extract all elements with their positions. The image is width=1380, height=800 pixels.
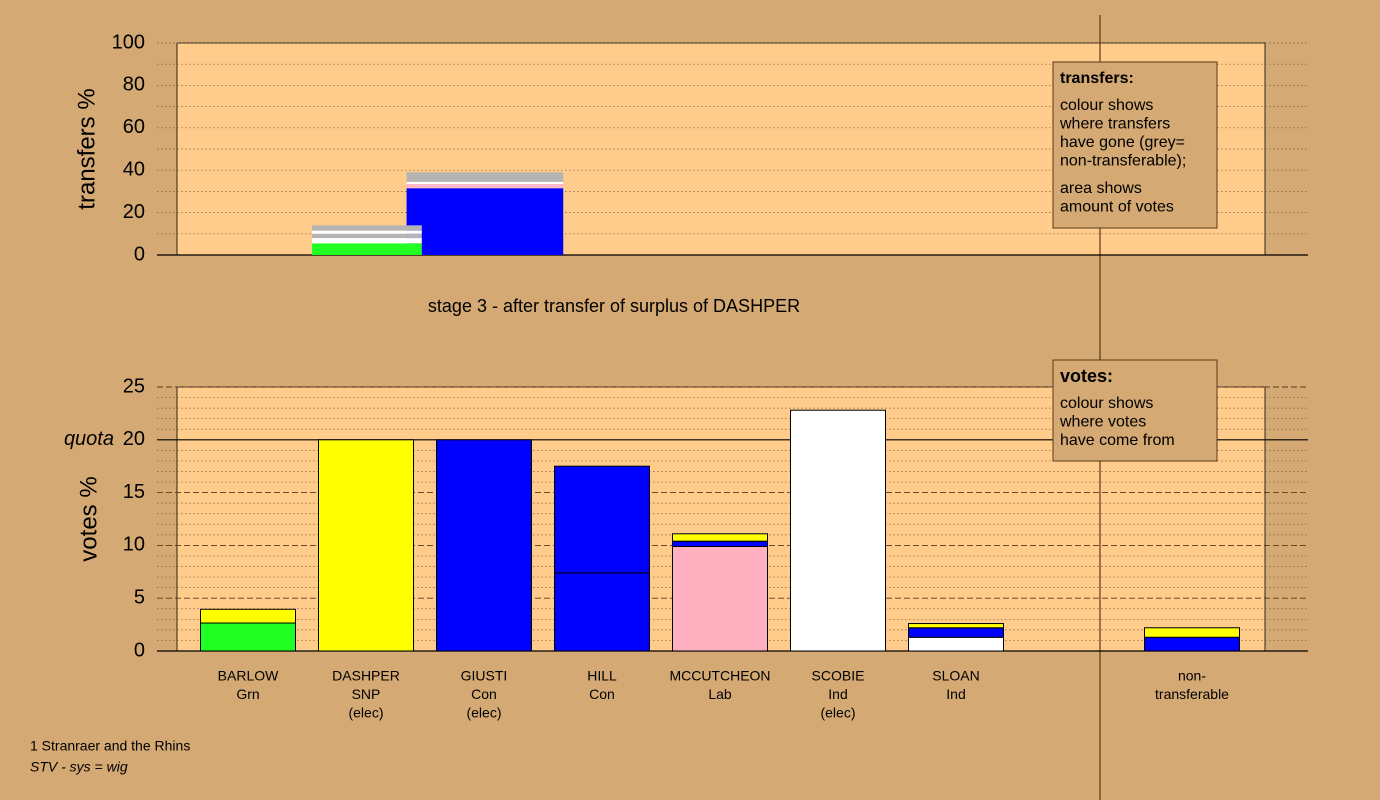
note-line: colour shows bbox=[1060, 395, 1153, 412]
x-tick-label: (elec) bbox=[820, 705, 855, 721]
footer-line: STV - sys = wig bbox=[30, 759, 128, 775]
y-tick-label: 0 bbox=[134, 243, 145, 265]
x-tick-label: Lab bbox=[708, 686, 732, 702]
y-axis-title: votes % bbox=[75, 476, 102, 561]
note-line: where votes bbox=[1059, 414, 1146, 431]
quota-label: quota bbox=[64, 428, 114, 450]
x-tick-label: BARLOW bbox=[218, 668, 279, 684]
stage-title: stage 3 - after transfer of surplus of D… bbox=[428, 296, 800, 316]
note-line: colour shows bbox=[1060, 97, 1153, 114]
y-tick-label: 20 bbox=[123, 428, 145, 450]
note-line: have come from bbox=[1060, 432, 1175, 449]
vote-segment bbox=[554, 572, 650, 652]
x-tick-label: SCOBIE bbox=[812, 668, 865, 684]
vote-segment bbox=[1144, 627, 1240, 638]
vote-segment bbox=[318, 439, 414, 652]
transfer-segment bbox=[311, 230, 422, 234]
footer-line: 1 Stranraer and the Rhins bbox=[30, 738, 190, 754]
vote-segment bbox=[790, 409, 886, 652]
y-tick-label: 20 bbox=[123, 201, 145, 223]
x-tick-label: (elec) bbox=[348, 705, 383, 721]
x-tick-label: HILL bbox=[587, 668, 617, 684]
vote-segment bbox=[436, 439, 532, 652]
note-title: transfers: bbox=[1060, 70, 1134, 87]
vote-segment bbox=[672, 533, 768, 542]
x-tick-label: MCCUTCHEON bbox=[669, 668, 770, 684]
y-tick-label: 25 bbox=[123, 375, 145, 397]
vote-segment bbox=[672, 540, 768, 547]
y-tick-label: 5 bbox=[134, 586, 145, 608]
vote-segment bbox=[1144, 636, 1240, 652]
vote-segment bbox=[672, 545, 768, 652]
x-tick-label: Grn bbox=[236, 686, 259, 702]
x-tick-label: non- bbox=[1178, 668, 1206, 684]
transfer-segment bbox=[311, 225, 422, 231]
x-tick-label: Con bbox=[471, 686, 497, 702]
x-tick-label: (elec) bbox=[466, 705, 501, 721]
x-tick-label: transferable bbox=[1155, 686, 1229, 702]
x-tick-label: DASHPER bbox=[332, 668, 400, 684]
note-title: votes: bbox=[1060, 366, 1113, 386]
note-line: area shows bbox=[1060, 180, 1142, 197]
vote-segment bbox=[908, 636, 1004, 652]
y-tick-label: 80 bbox=[123, 74, 145, 96]
vote-segment bbox=[908, 627, 1004, 638]
x-tick-label: Con bbox=[589, 686, 615, 702]
vote-segment bbox=[200, 622, 296, 652]
note-line: where transfers bbox=[1059, 116, 1170, 133]
transfer-segment bbox=[406, 188, 564, 255]
transfer-segment bbox=[311, 243, 422, 255]
x-tick-label: SNP bbox=[352, 686, 381, 702]
note-box bbox=[1052, 359, 1218, 462]
transfer-segment bbox=[406, 183, 564, 189]
vote-segment bbox=[200, 608, 296, 624]
x-tick-label: Ind bbox=[828, 686, 847, 702]
y-tick-label: 10 bbox=[123, 534, 145, 556]
vote-segment bbox=[908, 623, 1004, 629]
transfer-segment bbox=[311, 238, 422, 244]
note-line: amount of votes bbox=[1060, 199, 1174, 216]
y-tick-label: 60 bbox=[123, 116, 145, 138]
vote-segment bbox=[554, 465, 650, 574]
note-line: non-transferable); bbox=[1060, 153, 1186, 170]
transfer-segment bbox=[311, 233, 422, 239]
x-tick-label: SLOAN bbox=[932, 668, 979, 684]
y-axis-title: transfers % bbox=[73, 88, 100, 209]
y-tick-label: 15 bbox=[123, 481, 145, 503]
y-tick-label: 0 bbox=[134, 639, 145, 661]
y-tick-label: 100 bbox=[112, 31, 145, 53]
y-tick-label: 40 bbox=[123, 158, 145, 180]
transfer-segment bbox=[406, 172, 564, 182]
x-tick-label: GIUSTI bbox=[461, 668, 508, 684]
x-tick-label: Ind bbox=[946, 686, 965, 702]
transfer-segment bbox=[406, 181, 564, 184]
note-line: have gone (grey= bbox=[1060, 134, 1185, 151]
note-box bbox=[1052, 61, 1218, 229]
